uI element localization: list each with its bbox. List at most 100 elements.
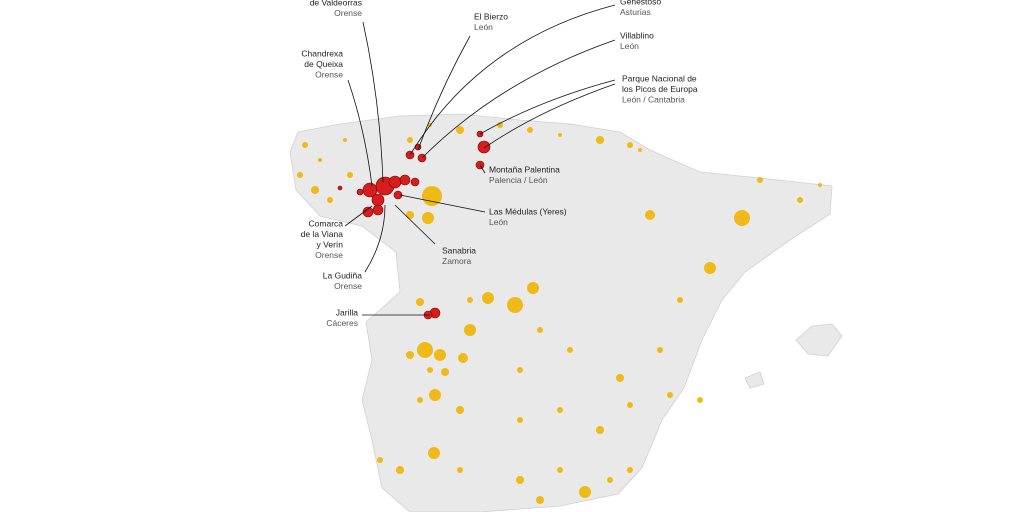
spain-shape bbox=[289, 113, 833, 512]
place-region: León bbox=[489, 217, 508, 227]
fire-dot bbox=[516, 476, 524, 484]
leader-line bbox=[421, 39, 616, 159]
leader-line bbox=[409, 4, 616, 156]
fire-dot bbox=[657, 347, 663, 353]
fire-dot bbox=[697, 397, 703, 403]
fire-dot bbox=[399, 174, 411, 186]
leader-line bbox=[394, 204, 436, 245]
fire-dot bbox=[527, 282, 539, 294]
fire-dots bbox=[297, 122, 822, 504]
fire-dot bbox=[416, 298, 424, 306]
place-region: León bbox=[474, 22, 493, 32]
place-name: de la Viana bbox=[301, 229, 344, 239]
place-region: Asturias bbox=[620, 7, 651, 17]
fire-dot bbox=[327, 197, 333, 203]
leader-line bbox=[364, 204, 386, 273]
fire-dot bbox=[557, 407, 563, 413]
fire-dot bbox=[434, 349, 446, 361]
fire-dot bbox=[377, 457, 383, 463]
leader-lines bbox=[344, 4, 616, 316]
fire-dot bbox=[417, 397, 423, 403]
leader-line bbox=[399, 194, 486, 213]
fire-dot bbox=[302, 142, 308, 148]
fire-dot bbox=[667, 392, 673, 398]
place-name: Montaña Palentina bbox=[489, 164, 560, 174]
place-name: Genestoso bbox=[620, 0, 661, 6]
fire-dot bbox=[441, 368, 449, 376]
fire-dot bbox=[607, 477, 613, 483]
fire-dot bbox=[371, 193, 385, 207]
place-name: Sanabria bbox=[442, 245, 476, 255]
place-name: Jarilla bbox=[336, 307, 358, 317]
fire-dot bbox=[477, 140, 491, 154]
fire-dot bbox=[527, 127, 533, 133]
fire-dot bbox=[734, 210, 750, 226]
fire-dot bbox=[428, 447, 440, 459]
fire-dot bbox=[318, 158, 322, 162]
fire-dot bbox=[356, 188, 364, 196]
place-name: Comarca bbox=[309, 218, 344, 228]
place-region: León bbox=[620, 41, 639, 51]
fire-dot bbox=[407, 137, 413, 143]
place-name: y Verín bbox=[317, 239, 344, 249]
fire-dot bbox=[567, 347, 573, 353]
fire-dot bbox=[347, 172, 353, 178]
fire-dot bbox=[797, 197, 803, 203]
fire-dot bbox=[517, 417, 523, 423]
leader-line bbox=[344, 205, 373, 227]
leader-line bbox=[479, 79, 616, 135]
leader-line bbox=[362, 21, 384, 183]
fire-dot bbox=[579, 486, 591, 498]
fire-dot bbox=[818, 183, 822, 187]
fire-dot bbox=[638, 148, 642, 152]
fire-dot bbox=[537, 327, 543, 333]
fire-dot bbox=[627, 467, 633, 473]
fire-dot bbox=[297, 172, 303, 178]
place-region: Zamora bbox=[442, 256, 472, 266]
fire-dot bbox=[596, 136, 604, 144]
fire-dot bbox=[372, 204, 384, 216]
place-region: Orense bbox=[315, 69, 343, 79]
fire-dot bbox=[406, 351, 414, 359]
fire-dot bbox=[406, 211, 414, 219]
place-region: Orense bbox=[334, 8, 362, 18]
fire-dot bbox=[396, 466, 404, 474]
place-name: Chandrexa bbox=[301, 48, 343, 58]
place-region: Orense bbox=[315, 250, 343, 260]
fire-dot bbox=[464, 324, 476, 336]
fire-dot bbox=[616, 374, 624, 382]
place-name: La Gudiña bbox=[323, 270, 362, 280]
fire-dot bbox=[388, 175, 402, 189]
place-name: Villablino bbox=[620, 30, 654, 40]
place-region: León / Cantabria bbox=[622, 94, 685, 104]
place-name: los Picos de Europa bbox=[622, 84, 698, 94]
fire-dot bbox=[457, 467, 463, 473]
fire-dot bbox=[677, 297, 683, 303]
fire-dot bbox=[427, 367, 433, 373]
fire-dot bbox=[757, 177, 763, 183]
fire-dot bbox=[343, 138, 347, 142]
leader-line bbox=[417, 35, 471, 151]
balearic-islands bbox=[744, 323, 843, 389]
fire-dot bbox=[456, 406, 464, 414]
fire-dot bbox=[482, 292, 494, 304]
place-region: Cáceres bbox=[326, 318, 358, 328]
fire-dot bbox=[704, 262, 716, 274]
place-name: de Valdeorras bbox=[310, 0, 362, 7]
leader-line bbox=[479, 164, 486, 174]
fire-dot bbox=[557, 467, 563, 473]
fire-dot bbox=[422, 212, 434, 224]
place-name: El Bierzo bbox=[474, 11, 508, 21]
fire-dot bbox=[497, 122, 503, 128]
leader-line bbox=[483, 83, 616, 149]
fire-dot bbox=[362, 206, 374, 218]
fire-dot bbox=[422, 186, 442, 206]
fire-dot bbox=[429, 389, 441, 401]
fire-dot bbox=[417, 342, 433, 358]
place-name: Las Médulas (Yeres) bbox=[489, 206, 567, 216]
fire-dot bbox=[410, 177, 420, 187]
place-name: Parque Nacional de bbox=[622, 73, 697, 83]
fire-dot bbox=[507, 297, 523, 313]
